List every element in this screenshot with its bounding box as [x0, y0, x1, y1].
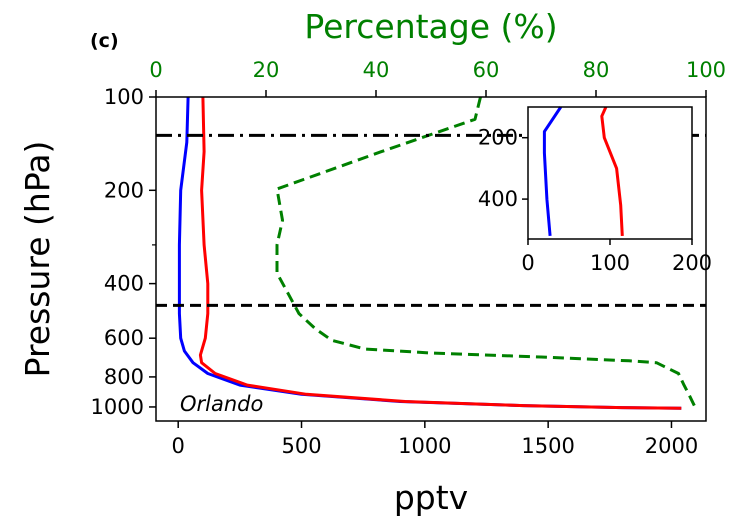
top-tick-label: 80	[583, 58, 610, 82]
top-tick-label: 100	[686, 58, 726, 82]
main-series-layer	[177, 96, 697, 410]
y-axis-title: Pressure (hPa)	[18, 141, 57, 378]
inset-x-ticks: 0 100 200	[521, 239, 712, 275]
main-plot-frame	[155, 96, 707, 422]
y-tick-label: 1000	[91, 395, 144, 419]
y-tick-label: 600	[104, 326, 144, 350]
y-axis-ticks: 100 200 400 600 800 1000	[91, 85, 156, 419]
x-tick-label: 1500	[521, 434, 574, 458]
top-tick-label: 0	[149, 58, 162, 82]
x-tick-label: 500	[281, 434, 321, 458]
top-tick-label: 40	[363, 58, 390, 82]
inset-series-layer	[542, 106, 624, 237]
inset-y-tick-label: 400	[478, 187, 518, 211]
inset-y-tick-label: 200	[478, 126, 518, 150]
y-tick-label: 100	[104, 85, 144, 109]
x-axis-ticks: 0 500 1000 1500 2000	[172, 421, 698, 458]
x-tick-label: 2000	[645, 434, 698, 458]
x-axis-title: pptv	[394, 478, 468, 517]
y-tick-label: 400	[104, 272, 144, 296]
inset-x-tick-label: 0	[521, 251, 534, 275]
top-axis-ticks: 0 20 40 60 80 100	[149, 58, 726, 97]
top-tick-label: 60	[473, 58, 500, 82]
y-tick-label: 800	[104, 365, 144, 389]
inset-plot: 0 100 200 200 400	[478, 106, 712, 275]
series-line-2	[275, 96, 697, 408]
inset-background	[528, 107, 692, 239]
x-tick-label: 1000	[398, 434, 451, 458]
inset-series-line-0	[542, 106, 563, 237]
inset-y-ticks: 200 400	[478, 126, 528, 211]
panel-label: (c)	[90, 30, 119, 52]
top-tick-label: 20	[253, 58, 280, 82]
top-axis-title: Percentage (%)	[304, 7, 557, 46]
location-annotation: Orlando	[180, 392, 263, 416]
inset-series-line-1	[600, 106, 624, 236]
series-line-1	[198, 96, 682, 410]
inset-x-tick-label: 200	[672, 251, 712, 275]
x-tick-label: 0	[172, 434, 185, 458]
inset-x-tick-label: 100	[590, 251, 630, 275]
y-tick-label: 200	[104, 178, 144, 202]
